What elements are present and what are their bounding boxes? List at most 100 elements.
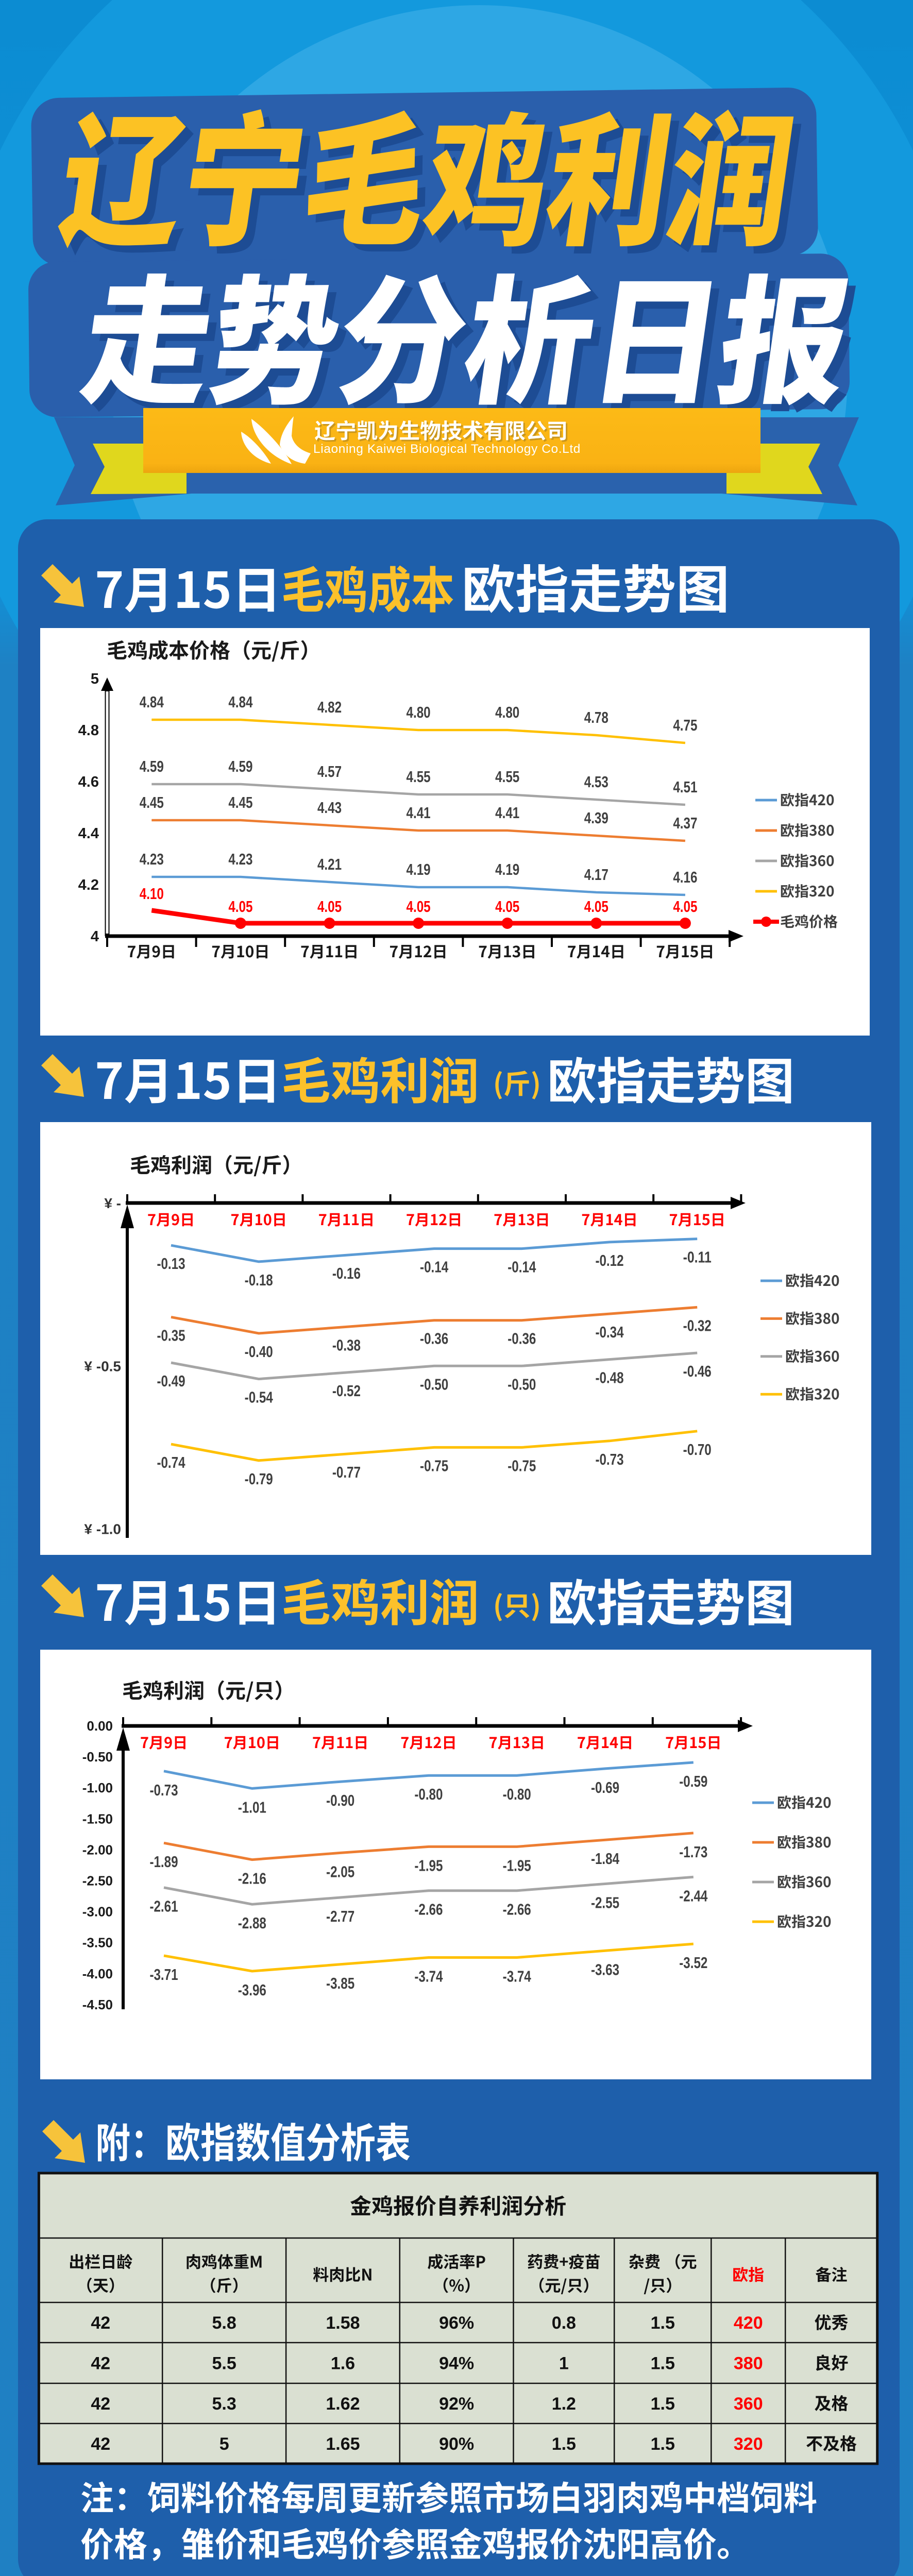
svg-text:4.45: 4.45 (140, 793, 164, 811)
svg-text:4.80: 4.80 (407, 703, 431, 721)
svg-text:-0.12: -0.12 (595, 1251, 623, 1269)
svg-text:90%: 90% (439, 2434, 474, 2454)
svg-text:1.5: 1.5 (651, 2434, 675, 2454)
svg-text:4.75: 4.75 (673, 716, 697, 734)
svg-text:4.51: 4.51 (673, 778, 697, 796)
svg-text:5.3: 5.3 (212, 2394, 236, 2414)
svg-text:-0.50: -0.50 (82, 1749, 113, 1765)
svg-text:4.05: 4.05 (584, 897, 608, 916)
svg-text:-2.61: -2.61 (149, 1897, 178, 1916)
svg-text:-2.44: -2.44 (679, 1887, 708, 1905)
svg-text:4.05: 4.05 (495, 897, 519, 916)
svg-text:1.58: 1.58 (326, 2313, 360, 2333)
svg-text:-0.90: -0.90 (326, 1791, 354, 1809)
svg-text:-0.75: -0.75 (420, 1456, 448, 1475)
svg-text:-0.54: -0.54 (245, 1388, 274, 1406)
svg-text:4.23: 4.23 (228, 850, 252, 868)
svg-text:1: 1 (559, 2354, 569, 2374)
svg-text:4.05: 4.05 (673, 897, 697, 916)
svg-text:5.8: 5.8 (212, 2313, 236, 2333)
svg-text:1.5: 1.5 (651, 2354, 675, 2374)
svg-text:-0.73: -0.73 (595, 1450, 623, 1468)
svg-text:-3.85: -3.85 (326, 1974, 354, 1992)
svg-text:-0.59: -0.59 (679, 1772, 707, 1790)
svg-text:Liaoning Kaiwei Biological Tec: Liaoning Kaiwei Biological Technology Co… (313, 442, 581, 456)
svg-text:-3.71: -3.71 (149, 1965, 178, 1984)
svg-text:¥ -0.5: ¥ -0.5 (84, 1358, 121, 1374)
svg-text:-0.34: -0.34 (595, 1323, 624, 1341)
svg-text:42: 42 (91, 2354, 110, 2374)
svg-text:-1.89: -1.89 (149, 1853, 178, 1871)
svg-text:-1.01: -1.01 (238, 1798, 266, 1816)
svg-text:4.23: 4.23 (140, 850, 164, 868)
svg-text:4.17: 4.17 (584, 866, 608, 884)
svg-text:4.57: 4.57 (317, 762, 342, 781)
svg-text:-0.52: -0.52 (332, 1382, 361, 1400)
svg-text:1.6: 1.6 (331, 2354, 355, 2374)
svg-text:-2.77: -2.77 (326, 1907, 354, 1925)
svg-text:1.65: 1.65 (326, 2434, 360, 2454)
svg-text:4.53: 4.53 (584, 773, 608, 791)
svg-text:4.8: 4.8 (78, 722, 99, 739)
svg-text:-0.79: -0.79 (245, 1470, 273, 1488)
svg-text:-3.74: -3.74 (414, 1968, 443, 1986)
svg-text:-0.74: -0.74 (157, 1453, 185, 1471)
svg-text:-0.46: -0.46 (683, 1362, 712, 1380)
svg-text:-0.50: -0.50 (508, 1375, 536, 1393)
svg-text:-2.16: -2.16 (238, 1870, 266, 1888)
svg-text:-3.50: -3.50 (82, 1935, 113, 1951)
svg-text:¥ -: ¥ - (104, 1195, 121, 1211)
svg-text:-4.00: -4.00 (82, 1966, 113, 1981)
svg-text:-1.95: -1.95 (503, 1856, 531, 1874)
svg-text:-0.69: -0.69 (591, 1778, 619, 1797)
svg-text:-3.00: -3.00 (82, 1904, 113, 1920)
svg-text:-2.50: -2.50 (82, 1873, 113, 1889)
svg-text:1.5: 1.5 (651, 2394, 675, 2414)
svg-text:4.6: 4.6 (78, 774, 99, 790)
svg-text:-2.05: -2.05 (326, 1862, 354, 1880)
svg-text:42: 42 (91, 2313, 110, 2333)
svg-text:0.00: 0.00 (87, 1718, 113, 1734)
svg-text:¥ -1.0: ¥ -1.0 (84, 1521, 121, 1537)
svg-text:4.43: 4.43 (317, 799, 342, 817)
svg-text:-0.49: -0.49 (157, 1372, 185, 1390)
svg-text:-0.18: -0.18 (245, 1271, 273, 1289)
svg-text:-0.16: -0.16 (332, 1264, 361, 1282)
svg-text:-0.14: -0.14 (420, 1258, 449, 1276)
svg-text:-2.88: -2.88 (238, 1914, 266, 1932)
svg-text:96%: 96% (439, 2313, 474, 2333)
svg-text:-0.38: -0.38 (332, 1336, 361, 1354)
svg-text:-1.84: -1.84 (591, 1850, 620, 1868)
svg-text:-0.75: -0.75 (508, 1456, 536, 1475)
svg-text:4.80: 4.80 (495, 703, 519, 721)
svg-text:-2.00: -2.00 (82, 1842, 113, 1857)
svg-text:4.19: 4.19 (407, 860, 431, 878)
svg-text:4: 4 (91, 928, 99, 945)
svg-text:4.55: 4.55 (407, 768, 431, 786)
svg-text:94%: 94% (439, 2354, 474, 2374)
svg-text:-1.00: -1.00 (82, 1780, 113, 1795)
svg-text:420: 420 (734, 2313, 763, 2333)
svg-text:5: 5 (91, 671, 99, 687)
svg-text:4.39: 4.39 (584, 809, 608, 827)
svg-text:4.84: 4.84 (228, 693, 253, 711)
svg-text:360: 360 (734, 2394, 763, 2414)
svg-text:-0.70: -0.70 (683, 1440, 712, 1459)
svg-text:4.37: 4.37 (673, 814, 697, 832)
svg-text:4.16: 4.16 (673, 868, 697, 886)
svg-text:42: 42 (91, 2434, 110, 2454)
svg-text:-2.66: -2.66 (503, 1901, 531, 1919)
svg-text:4.21: 4.21 (317, 855, 342, 873)
svg-text:-3.63: -3.63 (591, 1960, 619, 1978)
svg-text:-2.66: -2.66 (414, 1901, 443, 1919)
svg-text:1.5: 1.5 (552, 2434, 576, 2454)
svg-text:-0.14: -0.14 (508, 1258, 536, 1276)
svg-text:380: 380 (734, 2354, 763, 2374)
svg-text:4.82: 4.82 (317, 698, 342, 716)
svg-text:-4.50: -4.50 (82, 1997, 113, 2012)
svg-text:42: 42 (91, 2394, 110, 2414)
svg-text:5.5: 5.5 (212, 2354, 236, 2374)
svg-text:-1.73: -1.73 (679, 1843, 707, 1861)
svg-text:4.41: 4.41 (495, 804, 519, 822)
svg-text:4.41: 4.41 (407, 804, 431, 822)
